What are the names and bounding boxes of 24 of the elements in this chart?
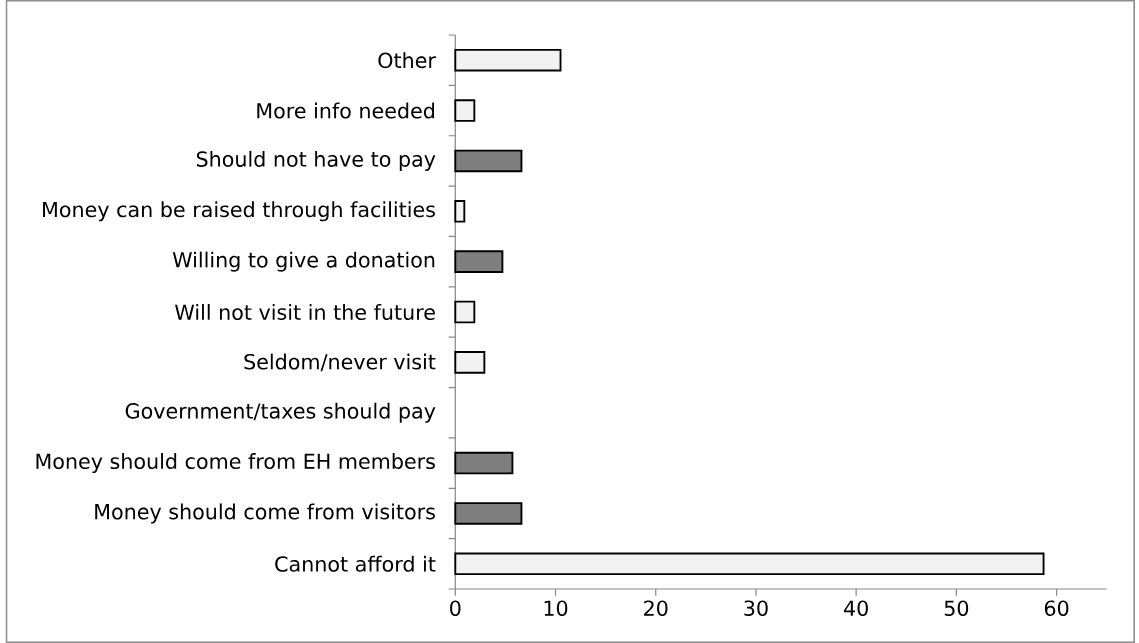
bar: [454, 200, 466, 223]
y-tick-label: Will not visit in the future: [175, 304, 435, 320]
bar: [454, 48, 562, 72]
bar: [454, 99, 476, 122]
x-tick-label: 60: [1044, 600, 1069, 617]
x-tick-label: 0: [450, 600, 461, 617]
y-tick-label: Money can be raised through facilities: [43, 201, 435, 222]
y-tick-label: Money should come from EH members: [36, 453, 435, 474]
bar: [454, 552, 1045, 576]
y-tick-label: Willing to give a donation: [172, 251, 435, 272]
y-tick-label: More info needed: [257, 102, 435, 119]
y-tick-label: Seldom/never visit: [244, 353, 436, 372]
y-tick-label: Money should come from visitors: [95, 503, 435, 524]
bar: [454, 351, 486, 374]
x-tick-label: 30: [744, 600, 768, 617]
bar: [454, 300, 476, 324]
x-tick-label: 40: [844, 600, 868, 617]
x-tick-label: 50: [944, 600, 969, 617]
y-tick-label: Government/taxes should pay: [125, 402, 436, 423]
y-tick-label: Should not have to pay: [196, 150, 436, 171]
y-tick-label: Cannot afford it: [275, 555, 436, 572]
x-tick-label: 10: [544, 600, 568, 617]
y-tick-label: Other: [378, 52, 436, 69]
x-tick-label: 20: [644, 600, 668, 617]
